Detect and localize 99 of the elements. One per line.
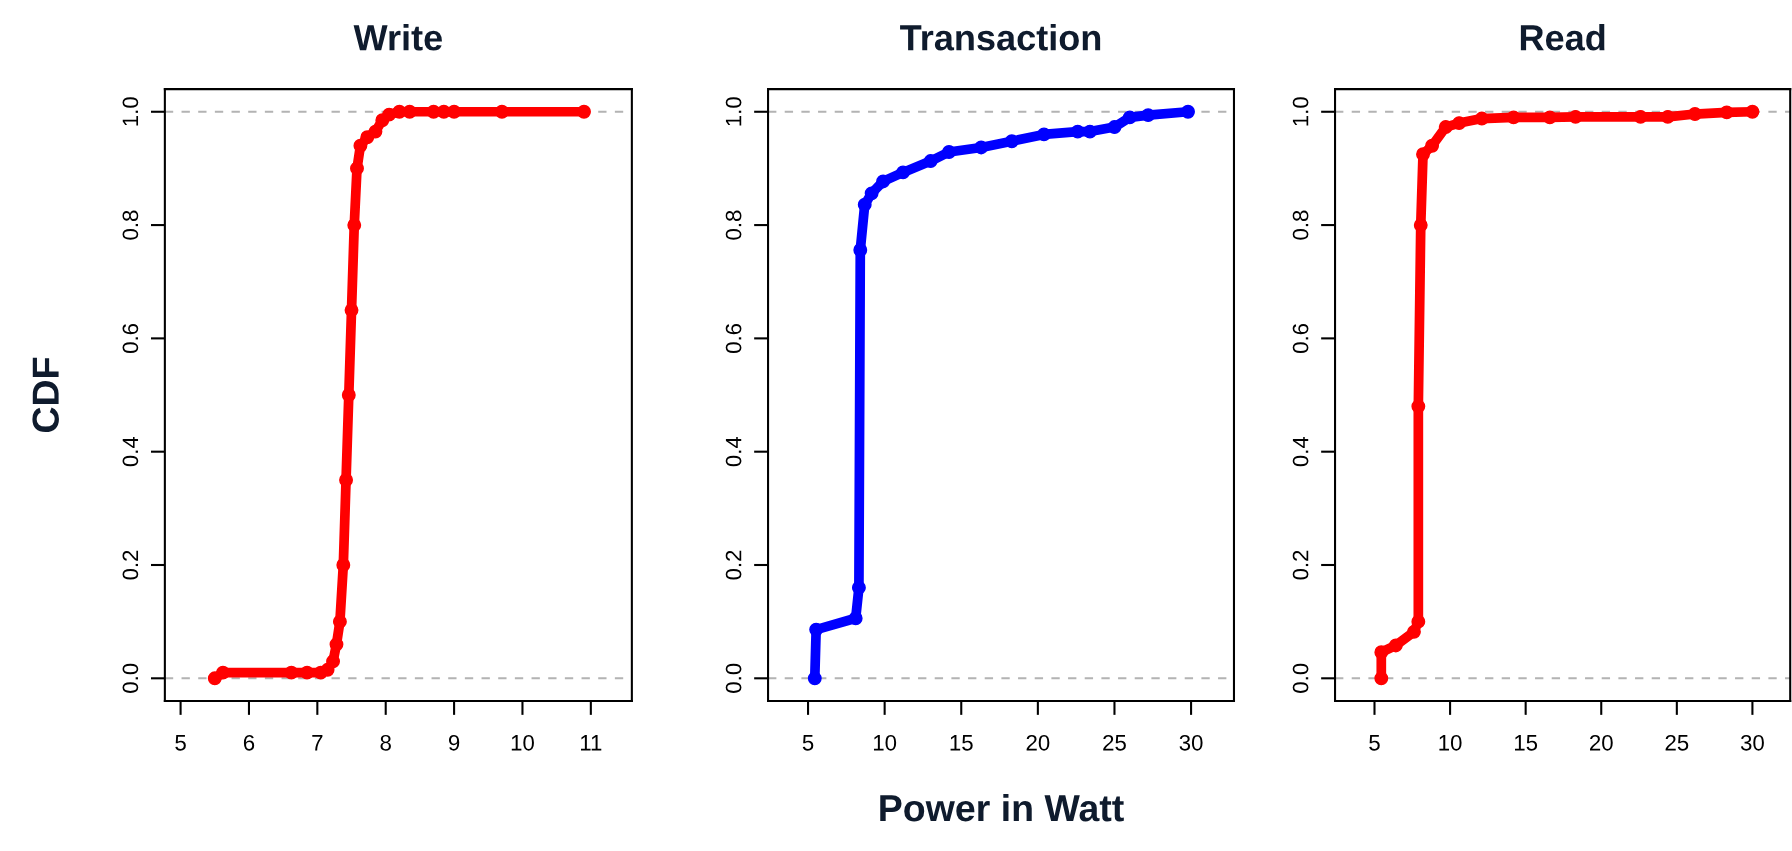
- point: [923, 154, 938, 168]
- y-tick-label: 0.4: [1292, 436, 1309, 467]
- x-tick-label: 8: [380, 734, 391, 751]
- point: [1141, 108, 1156, 123]
- chart-title: Write: [353, 24, 442, 51]
- y-tick-label: 0.8: [725, 210, 742, 240]
- point: [1416, 147, 1430, 162]
- y-tick-label: 0.6: [122, 323, 139, 353]
- x-tick-label: 30: [1179, 734, 1203, 751]
- x-tick-label: 5: [1369, 735, 1380, 751]
- point: [577, 104, 591, 119]
- point: [447, 104, 462, 119]
- y-tick-label: 0.2: [1292, 550, 1309, 580]
- point: [1107, 120, 1122, 135]
- y-tick-label: 0.2: [122, 550, 139, 580]
- point: [1506, 110, 1521, 125]
- x-tick-label: 15: [1515, 735, 1538, 751]
- point: [1542, 110, 1557, 125]
- y-tick-label: 0.8: [122, 210, 139, 240]
- point: [341, 388, 356, 402]
- point: [329, 637, 344, 652]
- x-tick-label: 11: [580, 735, 602, 751]
- point: [347, 218, 362, 233]
- point: [402, 104, 417, 119]
- y-tick-label: 0.4: [122, 436, 139, 467]
- point: [350, 161, 364, 176]
- point: [1452, 116, 1467, 131]
- point: [300, 665, 315, 680]
- point: [1425, 138, 1440, 153]
- point: [495, 104, 509, 119]
- point: [1413, 218, 1428, 233]
- point: [1181, 104, 1195, 119]
- x-tick-label: 7: [312, 735, 323, 751]
- point: [1004, 134, 1019, 149]
- y-tick-label: 1.0: [725, 97, 742, 126]
- y-axis-title: CDF: [32, 357, 59, 433]
- point: [1070, 124, 1085, 139]
- y-tick-label: 0.0: [122, 663, 139, 693]
- y-tick-label: 0.4: [725, 436, 742, 467]
- point: [864, 186, 879, 201]
- x-tick-label: 30: [1740, 734, 1764, 751]
- point: [876, 174, 891, 189]
- y-tick-label: 0.8: [1292, 210, 1309, 240]
- x-tick-label: 15: [950, 735, 973, 751]
- point: [1083, 124, 1097, 139]
- x-tick-label: 5: [802, 735, 814, 751]
- x-tick-label: 20: [1590, 734, 1613, 751]
- x-tick-label: 20: [1026, 734, 1050, 751]
- point: [1745, 104, 1760, 119]
- point: [896, 165, 910, 180]
- point: [1411, 399, 1426, 414]
- x-tick-label: 10: [511, 734, 534, 751]
- point: [1122, 110, 1137, 125]
- point: [1568, 109, 1583, 124]
- y-tick-label: 0.0: [1292, 663, 1309, 693]
- point: [1438, 120, 1453, 135]
- point: [809, 622, 824, 637]
- x-axis-title: Power in Watt: [880, 793, 1124, 822]
- point: [974, 140, 989, 155]
- point: [1688, 107, 1702, 121]
- y-tick-label: 0.0: [725, 663, 742, 693]
- x-tick-label: 9: [448, 734, 460, 751]
- point: [332, 614, 347, 629]
- point: [344, 303, 359, 317]
- point: [1406, 624, 1421, 639]
- point: [1633, 109, 1648, 124]
- point: [336, 558, 351, 572]
- y-tick-label: 0.2: [725, 550, 742, 580]
- point: [1037, 127, 1051, 142]
- x-tick-label: 25: [1665, 734, 1689, 751]
- point: [326, 654, 341, 669]
- point: [1388, 638, 1403, 653]
- y-tick-label: 1.0: [122, 97, 139, 126]
- point: [1374, 671, 1389, 686]
- point: [857, 197, 872, 212]
- point: [368, 124, 383, 139]
- x-tick-label: 10: [1439, 734, 1462, 751]
- point: [284, 665, 299, 680]
- point: [216, 665, 230, 680]
- x-tick-label: 10: [873, 734, 897, 751]
- point: [339, 473, 354, 487]
- point: [1374, 645, 1389, 660]
- y-tick-label: 0.6: [1292, 323, 1309, 353]
- point: [1719, 105, 1734, 120]
- x-tick-label: 25: [1103, 734, 1126, 751]
- point: [807, 671, 822, 686]
- point: [1660, 109, 1675, 124]
- y-tick-label: 1.0: [1292, 97, 1309, 126]
- chart-title: Transaction: [900, 24, 1101, 51]
- point: [851, 580, 866, 595]
- y-tick-label: 0.6: [725, 323, 742, 353]
- point: [1474, 111, 1489, 126]
- point: [853, 243, 868, 257]
- chart-title: Read: [1520, 24, 1605, 51]
- point: [942, 145, 956, 159]
- point: [1411, 614, 1426, 629]
- point: [848, 611, 863, 626]
- x-tick-label: 5: [175, 735, 186, 751]
- x-tick-label: 6: [243, 734, 255, 751]
